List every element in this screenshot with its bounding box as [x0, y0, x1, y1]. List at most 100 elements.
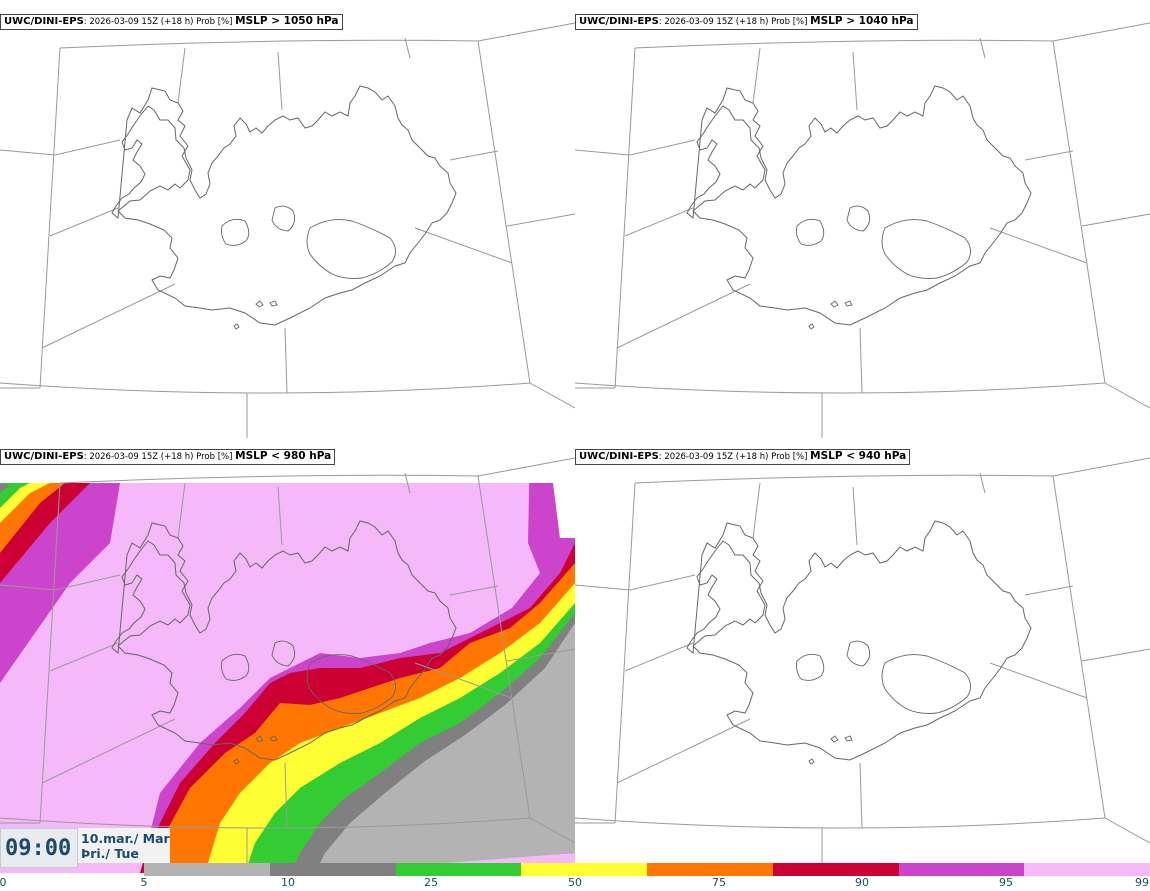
graticule-line	[575, 149, 631, 156]
field-blank-corner	[548, 443, 575, 538]
graticule-line	[989, 227, 1088, 264]
colorbar-tick-label: 10	[281, 876, 295, 889]
graticule-line	[59, 39, 479, 49]
graticule-line	[404, 472, 411, 494]
colorbar-segment-3	[521, 863, 647, 876]
iceland-map	[575, 22, 1150, 438]
glacier-outline	[269, 735, 278, 742]
map-panel-mslp-lt-940: UWC/DINI-EPS: 2026-03-09 15Z (+18 h) Pro…	[575, 443, 1150, 873]
graticule-line	[41, 283, 176, 349]
panel-title: UWC/DINI-EPS: 2026-03-09 15Z (+18 h) Pro…	[575, 449, 911, 465]
graticule-line	[39, 47, 61, 389]
graticule-line	[529, 382, 575, 409]
glacier-outline	[796, 653, 825, 681]
graticule-line	[1081, 648, 1150, 662]
valid-time: 09:00	[0, 828, 78, 868]
graticule-line	[404, 37, 411, 59]
graticule-line	[0, 817, 531, 829]
panel-title: UWC/DINI-EPS: 2026-03-09 15Z (+18 h) Pro…	[0, 449, 336, 465]
graticule-line	[277, 486, 283, 546]
map-panel-mslp-gt-1050: UWC/DINI-EPS: 2026-03-09 15Z (+18 h) Pro…	[0, 8, 575, 438]
graticule-line	[575, 382, 1106, 394]
glacier-outline	[796, 218, 825, 246]
graticule-line	[506, 213, 575, 227]
graticule-line	[277, 51, 283, 111]
glacier-outline	[808, 758, 815, 765]
graticule-line	[54, 139, 121, 156]
graticule-line	[979, 37, 986, 59]
colorbar-ticks: 0 5 10 25 50 75 90 95 99	[0, 876, 1150, 891]
colorbar-tick-label: 90	[855, 876, 869, 889]
valid-date-line2: Þri./ Tue	[81, 846, 139, 861]
graticule-line	[0, 382, 531, 394]
graticule-line	[634, 39, 1054, 49]
graticule-line	[614, 482, 636, 824]
colorbar-tick-label: 25	[424, 876, 438, 889]
graticule-line	[477, 457, 575, 477]
graticule-line	[614, 47, 636, 389]
graticule-line	[54, 574, 121, 591]
graticule-line	[39, 482, 61, 824]
graticule-line	[0, 149, 56, 156]
iceland-coastline	[686, 520, 1032, 761]
graticule-line	[634, 474, 1054, 484]
graticule-line	[1052, 475, 1106, 819]
valid-date: 10.mar./ Mar Þri./ Tue	[78, 828, 170, 863]
glacier-outline	[846, 205, 871, 232]
graticule-line	[1052, 457, 1150, 477]
graticule-line	[41, 718, 176, 784]
graticule-line	[575, 817, 1106, 829]
glacier-outline	[233, 758, 240, 765]
graticule-line	[616, 718, 751, 784]
graticule-line	[477, 40, 531, 384]
graticule-line	[989, 662, 1088, 699]
glacier-outline	[844, 735, 853, 742]
graticule-line	[1024, 150, 1074, 161]
graticule-line	[752, 47, 761, 104]
map-panel-mslp-lt-980: UWC/DINI-EPS: 2026-03-09 15Z (+18 h) Pro…	[0, 443, 575, 873]
glacier-outline	[306, 654, 396, 714]
graticule-line	[629, 574, 696, 591]
glacier-outline	[881, 654, 971, 714]
colorbar-segment-2	[395, 863, 522, 876]
map-overlay	[0, 22, 575, 438]
colorbar-tick-label: 50	[568, 876, 582, 889]
map-overlay	[0, 457, 575, 873]
graticule-line	[177, 482, 186, 539]
graticule-line	[1052, 40, 1106, 384]
colorbar-segment-5	[772, 863, 899, 876]
graticule-line	[624, 642, 694, 672]
panel-title: UWC/DINI-EPS: 2026-03-09 15Z (+18 h) Pro…	[575, 14, 918, 30]
iceland-map-probability-field	[0, 443, 575, 873]
graticule-line	[1024, 585, 1074, 596]
graticule-line	[616, 283, 751, 349]
probability-colorbar	[144, 863, 1150, 876]
graticule-line	[477, 22, 575, 42]
glacier-outline	[221, 653, 250, 681]
iceland-coastline	[111, 85, 457, 326]
iceland-map	[0, 22, 575, 438]
colorbar-segment-4	[647, 863, 773, 876]
valid-date-line1: 10.mar./ Mar	[81, 831, 170, 846]
colorbar-segment-0	[144, 863, 270, 876]
graticule-line	[414, 662, 513, 699]
glacier-outline	[830, 735, 839, 743]
graticule-line	[477, 475, 531, 819]
graticule-line	[1104, 817, 1150, 844]
map-overlay	[575, 22, 1150, 438]
glacier-outline	[271, 640, 296, 667]
colorbar-segment-6	[898, 863, 1025, 876]
graticule-line	[859, 327, 863, 394]
glacier-outline	[233, 323, 240, 330]
colorbar-tick-label: 5	[140, 876, 148, 889]
glacier-outline	[271, 205, 296, 232]
graticule-line	[979, 472, 986, 494]
glacier-outline	[255, 300, 264, 308]
graticule-line	[859, 762, 863, 829]
glacier-outline	[844, 300, 853, 307]
graticule-line	[49, 207, 119, 237]
glacier-outline	[881, 219, 971, 279]
colorbar-segment-7	[1024, 863, 1150, 876]
glacier-outline	[830, 300, 839, 308]
iceland-coastline	[686, 85, 1032, 326]
